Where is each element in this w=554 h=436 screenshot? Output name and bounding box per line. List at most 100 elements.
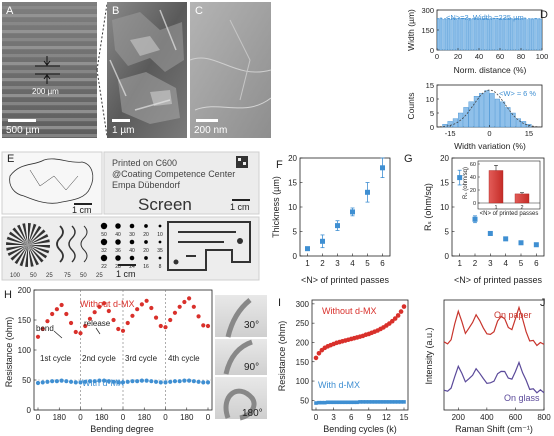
chart-j-raman: 200 400 600 800 On paper On glass Raman Shi… [424, 299, 551, 434]
data-point [120, 328, 126, 333]
x-tick-label: 0 [121, 413, 126, 422]
inset-y-tick-label: 0 [473, 201, 476, 207]
y-tick-label: 10 [440, 203, 449, 212]
chart-i-ylabel: Resistance (ohm) [277, 321, 287, 392]
data-point [59, 302, 64, 308]
data-point [378, 400, 383, 404]
x-tick-label: 0 [36, 413, 41, 422]
data-point [40, 326, 45, 332]
data-point [196, 314, 201, 319]
panel-e-left-scale: 1 cm [72, 205, 92, 215]
panel-letter-a: A [6, 5, 14, 17]
data-point [87, 379, 93, 384]
dot-label: 16 [143, 264, 149, 270]
y-tick-label: 15 [288, 179, 297, 188]
chart-h-cycle-3: 3rd cycle [125, 354, 158, 363]
spectrum-line [443, 305, 545, 347]
data-point [364, 400, 368, 404]
y-tick-label: 100 [296, 377, 310, 386]
bar [450, 19, 453, 51]
x-tick-label: 6 [534, 259, 539, 268]
data-point [68, 320, 74, 326]
printed-dot [129, 239, 135, 245]
data-point [111, 379, 116, 384]
chart-i-cycles: 0 3 6 9 12 15 50 100 150 200 250 300 Without d-MX W… [277, 299, 409, 434]
data-point [111, 317, 116, 323]
bottom-number-1: 100 [10, 273, 21, 279]
data-point [163, 380, 168, 385]
bar [484, 18, 487, 51]
inset-y-tick-label: 20 [470, 188, 476, 194]
data-point [50, 311, 55, 317]
data-point [396, 400, 400, 404]
y-tick-label: 150 [421, 26, 434, 35]
histogram-bar [484, 90, 490, 128]
chart-h-series-blue-label: With d-MX [82, 378, 124, 388]
chart-h-bending: 0 50 100 150 200 0 180 0 180 0 180 0 180 0 Without d-… [4, 286, 213, 434]
inset-bar [514, 193, 530, 204]
y-tick-label: 50 [22, 376, 31, 385]
y-tick-label: 0 [430, 46, 434, 55]
x-tick-label: 800 [537, 413, 551, 422]
data-point [87, 316, 93, 321]
data-point [168, 379, 173, 384]
printed-dot [144, 240, 148, 244]
printed-dot [115, 223, 121, 229]
histogram-bar [479, 93, 485, 128]
bar [460, 18, 464, 51]
data-point [92, 379, 97, 384]
histogram-bar [505, 107, 511, 128]
x-tick-label: 1 [305, 259, 310, 268]
x-tick-label: 5 [365, 259, 370, 268]
qr-code-icon [236, 156, 248, 168]
data-point [102, 301, 107, 306]
data-point [120, 380, 126, 385]
data-point [343, 400, 348, 405]
x-tick-label: 0 [314, 413, 319, 422]
print-line-2: @Coating Competence Center [112, 169, 235, 179]
data-point [402, 400, 406, 404]
panel-letter-d: D [540, 9, 548, 21]
bar [497, 18, 500, 51]
data-point [125, 320, 130, 326]
panel-e-bottom-scale: 1 cm [116, 269, 136, 279]
x-tick-label: 4 [350, 259, 355, 268]
data-point [361, 400, 365, 404]
bend-arrow [53, 330, 63, 339]
data-point [144, 378, 149, 383]
x-tick-label: 4 [503, 259, 508, 268]
histogram-bar [468, 101, 474, 128]
data-point [487, 230, 493, 236]
chart-j-series-glass-label: On glass [504, 393, 540, 403]
data-point [205, 323, 211, 329]
x-tick-label: 180 [53, 413, 67, 422]
data-point [380, 165, 385, 171]
printed-dot [158, 256, 162, 260]
x-tick-label: 0 [78, 413, 83, 422]
data-point [35, 334, 41, 339]
y-tick-label: 20 [440, 154, 449, 163]
bottom-number-2: 50 [30, 273, 37, 279]
gaussian-fit [439, 89, 540, 128]
chart-g-xlabel: <N> of printed passes [454, 275, 543, 285]
y-tick-label: 250 [296, 319, 310, 328]
chart-i-series-blue-label: With d-MX [318, 380, 360, 390]
data-point [503, 236, 509, 242]
data-point [390, 400, 395, 404]
data-point [205, 380, 211, 385]
dot-label: 40 [115, 232, 121, 238]
bar [500, 18, 503, 51]
chart-h-ylabel: Resistance (ohm) [4, 317, 14, 388]
data-point [350, 209, 355, 215]
data-point [401, 304, 407, 309]
x-tick-label: 3 [488, 259, 493, 268]
chart-h-cycle-2: 2nd cycle [82, 354, 116, 363]
printed-dot [115, 239, 121, 245]
x-tick-label: 0 [206, 413, 211, 422]
bar [473, 17, 477, 51]
chart-d-top-annotation: <N>=3, Width =235 µm [446, 13, 524, 22]
data-point [365, 189, 370, 195]
